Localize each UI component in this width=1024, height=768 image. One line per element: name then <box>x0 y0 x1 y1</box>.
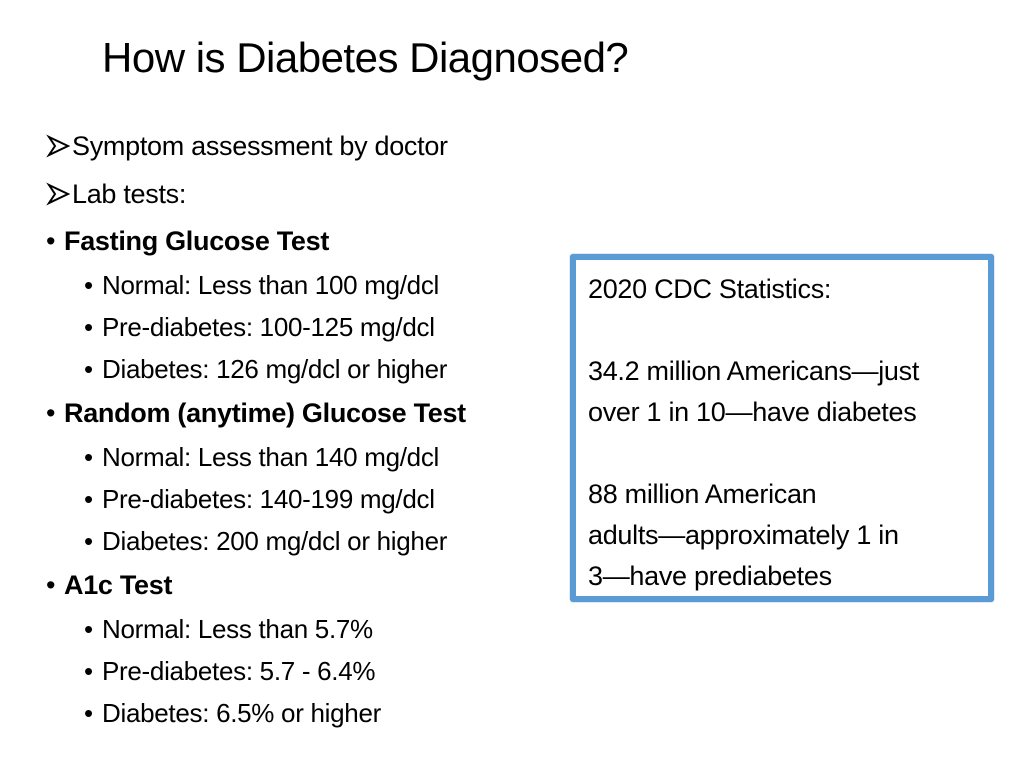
list-subitem-label: Diabetes: 200 mg/dcl or higher <box>102 526 448 556</box>
bullet-dot: • <box>84 484 93 514</box>
spacer <box>588 310 984 351</box>
bullet-list: Symptom assessment by doctor Lab tests: … <box>46 122 566 734</box>
spacer <box>588 433 984 474</box>
arrow-bullet-icon <box>46 134 71 158</box>
list-subitem-label: Normal: Less than 140 mg/dcl <box>102 442 439 472</box>
list-item-label: Fasting Glucose Test <box>64 226 330 256</box>
list-subitem-label: Pre-diabetes: 5.7 - 6.4% <box>102 656 376 686</box>
slide-title: How is Diabetes Diagnosed? <box>102 34 629 81</box>
list-subitem-label: Normal: Less than 5.7% <box>102 614 373 644</box>
list-subitem: • Normal: Less than 140 mg/dcl <box>46 436 566 478</box>
bullet-dot: • <box>84 354 93 384</box>
bullet-dot: • <box>46 570 56 600</box>
statistics-text: 2020 CDC Statistics: 34.2 million Americ… <box>588 269 984 597</box>
list-item-label: Symptom assessment by doctor <box>72 131 448 161</box>
bullet-dot: • <box>84 270 93 300</box>
list-subitem-label: Pre-diabetes: 140-199 mg/dcl <box>102 484 435 514</box>
list-subitem: • Normal: Less than 100 mg/dcl <box>46 264 566 306</box>
bullet-dot: • <box>84 614 93 644</box>
list-item-fasting-heading: • Fasting Glucose Test <box>46 218 566 264</box>
bullet-dot: • <box>84 442 93 472</box>
statistic-diabetes-line: 34.2 million Americans—just <box>588 356 920 386</box>
list-item-label: A1c Test <box>64 570 173 600</box>
list-item-label: Random (anytime) Glucose Test <box>64 398 466 428</box>
statistic-prediabetes-line: 88 million American <box>588 479 817 509</box>
bullet-dot: • <box>84 526 93 556</box>
bullet-dot: • <box>46 398 56 428</box>
list-subitem: • Pre-diabetes: 140-199 mg/dcl <box>46 478 566 520</box>
list-item-symptom: Symptom assessment by doctor <box>46 122 566 170</box>
list-subitem: • Diabetes: 6.5% or higher <box>46 692 566 734</box>
list-subitem: • Diabetes: 200 mg/dcl or higher <box>46 520 566 562</box>
bullet-dot: • <box>84 656 93 686</box>
statistics-box: 2020 CDC Statistics: 34.2 million Americ… <box>570 254 994 602</box>
statistic-prediabetes-line: 3—have prediabetes <box>588 561 832 591</box>
list-item-a1c-heading: • A1c Test <box>46 562 566 608</box>
arrow-bullet-icon <box>46 182 71 206</box>
list-subitem-label: Normal: Less than 100 mg/dcl <box>102 270 439 300</box>
statistic-prediabetes-line: adults—approximately 1 in <box>588 520 899 550</box>
bullet-dot: • <box>84 698 93 728</box>
statistics-heading: 2020 CDC Statistics: <box>588 274 832 304</box>
list-subitem: • Normal: Less than 5.7% <box>46 608 566 650</box>
bullet-dot: • <box>46 226 56 256</box>
list-subitem-label: Diabetes: 126 mg/dcl or higher <box>102 354 448 384</box>
list-subitem: • Diabetes: 126 mg/dcl or higher <box>46 348 566 390</box>
list-subitem: • Pre-diabetes: 100-125 mg/dcl <box>46 306 566 348</box>
list-subitem: • Pre-diabetes: 5.7 - 6.4% <box>46 650 566 692</box>
bullet-dot: • <box>84 312 93 342</box>
list-subitem-label: Pre-diabetes: 100-125 mg/dcl <box>102 312 435 342</box>
list-item-lab: Lab tests: <box>46 170 566 218</box>
list-item-label: Lab tests: <box>72 179 187 209</box>
list-subitem-label: Diabetes: 6.5% or higher <box>102 698 381 728</box>
statistic-diabetes-line: over 1 in 10—have diabetes <box>588 397 917 427</box>
list-item-random-heading: • Random (anytime) Glucose Test <box>46 390 566 436</box>
